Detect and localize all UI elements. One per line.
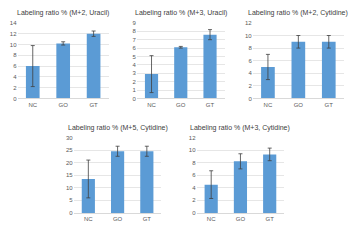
svg-text:10: 10 [10,42,17,48]
svg-text:GT: GT [266,216,275,222]
svg-text:Labeling ratio % (M+5, Cytidin: Labeling ratio % (M+5, Cytidine) [68,124,168,132]
svg-text:6: 6 [248,58,252,64]
svg-text:0: 0 [192,210,196,216]
svg-text:15: 15 [66,172,73,178]
svg-text:7: 7 [133,37,137,43]
svg-text:30: 30 [66,135,73,141]
svg-text:GT: GT [89,102,98,108]
svg-text:GO: GO [113,216,123,222]
svg-text:6: 6 [13,63,17,69]
svg-text:GT: GT [206,102,215,108]
svg-text:0: 0 [69,210,73,216]
svg-text:GO: GO [294,102,304,108]
svg-text:10: 10 [189,147,196,153]
svg-text:NC: NC [28,102,37,108]
svg-text:GO: GO [176,102,186,108]
svg-text:Labeling ratio % (M+3, Cytidin: Labeling ratio % (M+3, Cytidine) [190,124,290,132]
svg-text:GO: GO [236,216,246,222]
svg-text:NC: NC [207,216,216,222]
svg-text:12: 12 [245,20,252,26]
svg-text:8: 8 [192,160,196,166]
svg-text:2: 2 [13,85,17,91]
svg-text:8: 8 [248,45,252,51]
svg-text:25: 25 [66,147,73,153]
svg-text:0: 0 [13,96,17,102]
svg-text:10: 10 [66,185,73,191]
svg-text:3: 3 [133,70,137,76]
svg-text:GT: GT [143,216,152,222]
svg-text:10: 10 [245,33,252,39]
svg-text:Labeling ratio % (M+2, Cytidin: Labeling ratio % (M+2, Cytidine) [248,9,348,17]
svg-text:12: 12 [189,135,196,141]
svg-text:14: 14 [10,20,17,26]
svg-text:GO: GO [59,102,69,108]
svg-text:NC: NC [147,102,156,108]
svg-text:0: 0 [133,96,137,102]
svg-text:2: 2 [248,83,252,89]
svg-text:NC: NC [264,102,273,108]
svg-text:4: 4 [248,70,252,76]
svg-text:12: 12 [10,31,17,37]
svg-text:1: 1 [133,87,137,93]
svg-text:Labeling ratio % (M+2, Uracil): Labeling ratio % (M+2, Uracil) [17,9,109,17]
svg-text:NC: NC [84,216,93,222]
svg-text:2: 2 [192,197,196,203]
svg-text:4: 4 [133,62,137,68]
svg-text:0: 0 [248,96,252,102]
svg-text:6: 6 [192,172,196,178]
svg-text:9: 9 [133,20,137,26]
svg-text:5: 5 [133,54,137,60]
svg-text:4: 4 [192,185,196,191]
svg-text:6: 6 [133,45,137,51]
svg-text:4: 4 [13,74,17,80]
svg-text:2: 2 [133,79,137,85]
svg-text:20: 20 [66,160,73,166]
svg-text:5: 5 [69,197,73,203]
svg-text:8: 8 [13,52,17,58]
svg-text:8: 8 [133,28,137,34]
svg-text:GT: GT [325,102,334,108]
svg-text:Labeling ratio % (M+3, Uracil): Labeling ratio % (M+3, Uracil) [135,9,227,17]
